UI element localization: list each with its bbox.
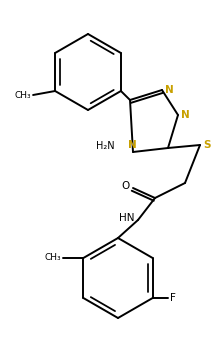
Text: O: O <box>122 181 130 191</box>
Text: CH₃: CH₃ <box>45 253 61 263</box>
Text: F: F <box>170 293 176 303</box>
Text: HN: HN <box>119 213 135 223</box>
Text: S: S <box>203 140 211 150</box>
Text: N: N <box>128 140 136 150</box>
Text: N: N <box>165 85 174 95</box>
Text: CH₃: CH₃ <box>15 90 31 100</box>
Text: H₂N: H₂N <box>96 141 115 151</box>
Text: N: N <box>181 110 190 120</box>
